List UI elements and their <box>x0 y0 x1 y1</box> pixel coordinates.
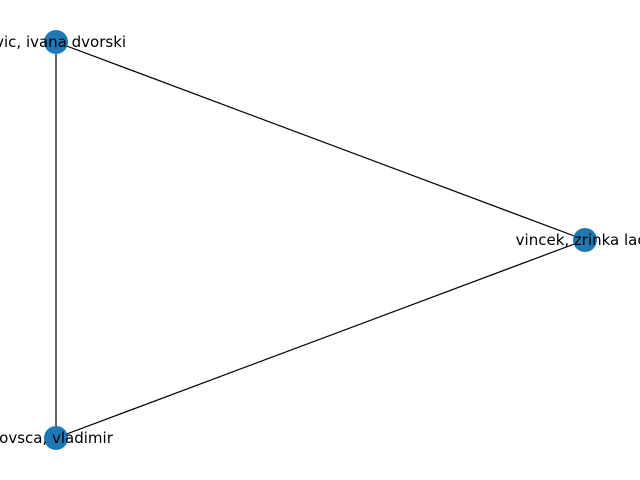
nodes-layer <box>44 30 597 450</box>
edge-n1-n2 <box>55 41 586 241</box>
edge-n2-n3 <box>55 239 586 439</box>
node-label-n2: vincek, zrinka lack <box>516 231 640 249</box>
node-label-n3: ovsca, vladimir <box>0 429 114 447</box>
node-n1 <box>44 30 68 54</box>
node-n3 <box>44 426 68 450</box>
edges-layer <box>55 41 586 439</box>
labels-layer: ovic, ivana dvorski vincek, zrinka lack … <box>0 33 640 447</box>
node-n2 <box>573 228 597 252</box>
node-label-n1: ovic, ivana dvorski <box>0 33 126 51</box>
